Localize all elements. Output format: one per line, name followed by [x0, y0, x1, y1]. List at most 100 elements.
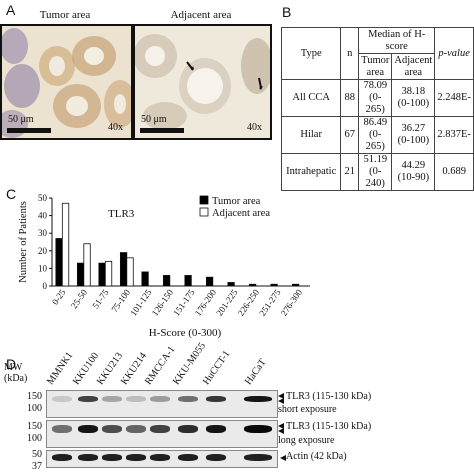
- blot-band: [126, 425, 146, 433]
- tumor-median: 86.49: [363, 117, 388, 128]
- magnification-label: 40x: [108, 122, 123, 133]
- mw-header: MW (kDa): [4, 362, 28, 384]
- adjacent-median: 38.18: [401, 86, 426, 97]
- y-tick-label: 50: [38, 193, 48, 203]
- arrow-icon: [278, 393, 284, 399]
- cell-tumor: 78.09 (0-265): [358, 79, 393, 117]
- tumor-range: (0-265): [365, 92, 385, 115]
- table-row: Hilar 67 86.49 (0-265) 36.27 (0-100) 2.837…: [280, 116, 474, 154]
- bar-adjacent: [126, 257, 134, 287]
- cell-adjacent: 36.27 (0-100): [391, 116, 436, 154]
- y-tick-label: 40: [38, 211, 48, 221]
- blot-label-tlr3-long: TLR3 (115-130 kDa): [286, 421, 372, 432]
- blot-band: [102, 454, 122, 461]
- band-arrows: [278, 393, 286, 461]
- blot-short-exposure: [46, 390, 278, 418]
- blot-band: [178, 454, 198, 461]
- arrow-icon: [278, 428, 284, 434]
- scale-bar: [7, 128, 51, 133]
- blot-label-tlr3-short: TLR3 (115-130 kDa): [286, 391, 372, 402]
- adjacent-range: (0-100): [397, 135, 430, 146]
- bar-tumor: [184, 275, 192, 287]
- x-tick-label: 51-75: [90, 287, 111, 310]
- cell-n: 88: [340, 79, 360, 117]
- adjacent-range: (0-100): [397, 98, 430, 109]
- x-axis-label: H-Score (0-300): [149, 327, 222, 339]
- arrow-icon: [280, 455, 286, 461]
- bar-tumor: [119, 252, 128, 287]
- cell-p-value: 0.689: [434, 153, 474, 191]
- mw-marker: 150: [27, 391, 42, 402]
- arrow-icon: [278, 398, 284, 404]
- lane-label: MMNK1: [44, 350, 76, 387]
- cell-tumor: 51.19 (0-240): [358, 153, 393, 191]
- table-row: Intrahepatic 21 51.19 (0-240) 44.29 (10-90…: [280, 153, 474, 191]
- cell-n: 21: [340, 153, 360, 191]
- hscore-table: Type n Median of H-score p-value Tumor a…: [280, 27, 474, 191]
- blot-band: [52, 396, 72, 402]
- micrograph-adjacent: 50 μm 40x: [133, 24, 272, 140]
- tumor-tissue-image: [2, 26, 131, 138]
- adjacent-tissue-image: [135, 26, 270, 138]
- cell-type: All CCA: [280, 79, 342, 117]
- blot-band: [52, 454, 72, 461]
- blot-band: [206, 425, 226, 433]
- mw-marker: 100: [27, 433, 42, 444]
- panel-label-b: B: [282, 4, 292, 20]
- adjacent-range: (10-90): [397, 172, 430, 183]
- mw-marker: 50: [32, 449, 42, 460]
- scale-bar-label: 50 μm: [141, 114, 167, 125]
- cell-p-value: 2.248E-: [434, 79, 474, 117]
- cell-adjacent: 44.29 (10-90): [391, 153, 436, 191]
- blot-band: [244, 454, 272, 461]
- panel-label-d: D: [6, 356, 17, 372]
- x-tick-label: 25-50: [69, 287, 90, 310]
- legend-swatch: [199, 195, 209, 205]
- blot-label-actin: Actin (42 kDa): [286, 451, 347, 462]
- micrograph-title-tumor: Tumor area: [39, 9, 91, 21]
- bar-adjacent: [83, 243, 91, 287]
- blot-band: [178, 396, 198, 402]
- x-tick-label: 0-25: [50, 287, 68, 307]
- table-row: All CCA 88 78.09 (0-265) 38.18 (0-100) 2.2…: [280, 79, 474, 117]
- header-tumor-area: Tumor area: [358, 53, 393, 80]
- bar-tumor: [248, 283, 257, 287]
- mw-marker: 100: [27, 403, 42, 414]
- magnification-label: 40x: [247, 122, 262, 133]
- blot-band: [78, 425, 98, 433]
- bar-tumor: [205, 276, 214, 287]
- blot-band: [244, 425, 272, 433]
- tumor-range: (0-240): [365, 166, 385, 189]
- bar-tumor: [55, 238, 63, 287]
- blot-band: [206, 454, 226, 461]
- blot-band: [78, 396, 98, 402]
- header-p-value: p-value: [434, 27, 474, 80]
- lane-label: HuCCT-1: [200, 348, 233, 387]
- bar-tumor: [291, 283, 300, 287]
- chart-title: TLR3: [108, 208, 135, 220]
- cell-n: 67: [340, 116, 360, 154]
- mw-marker: 150: [27, 421, 42, 432]
- y-tick-label: 30: [38, 228, 48, 238]
- panel-label-c: C: [6, 186, 17, 202]
- blot-band: [244, 396, 272, 402]
- bar-tumor: [141, 271, 149, 287]
- blot-band: [206, 396, 226, 402]
- blot-band: [150, 454, 170, 461]
- bar-tumor: [76, 262, 85, 287]
- micrograph-title-adjacent: Adjacent area: [170, 9, 232, 21]
- lane-label: HaCaT: [242, 357, 269, 387]
- blot-band: [126, 396, 146, 402]
- bar-tumor: [227, 282, 235, 287]
- cell-type: Hilar: [280, 116, 342, 154]
- blot-label-long-exposure: long exposure: [278, 435, 335, 446]
- cell-tumor: 86.49 (0-265): [358, 116, 393, 154]
- bar-adjacent: [61, 202, 70, 287]
- legend-swatch: [199, 207, 209, 217]
- blot-band: [150, 396, 170, 402]
- panel-label-a: A: [6, 2, 16, 18]
- adjacent-median: 36.27: [401, 123, 426, 134]
- blot-band: [126, 454, 146, 461]
- y-tick-label: 10: [38, 263, 48, 273]
